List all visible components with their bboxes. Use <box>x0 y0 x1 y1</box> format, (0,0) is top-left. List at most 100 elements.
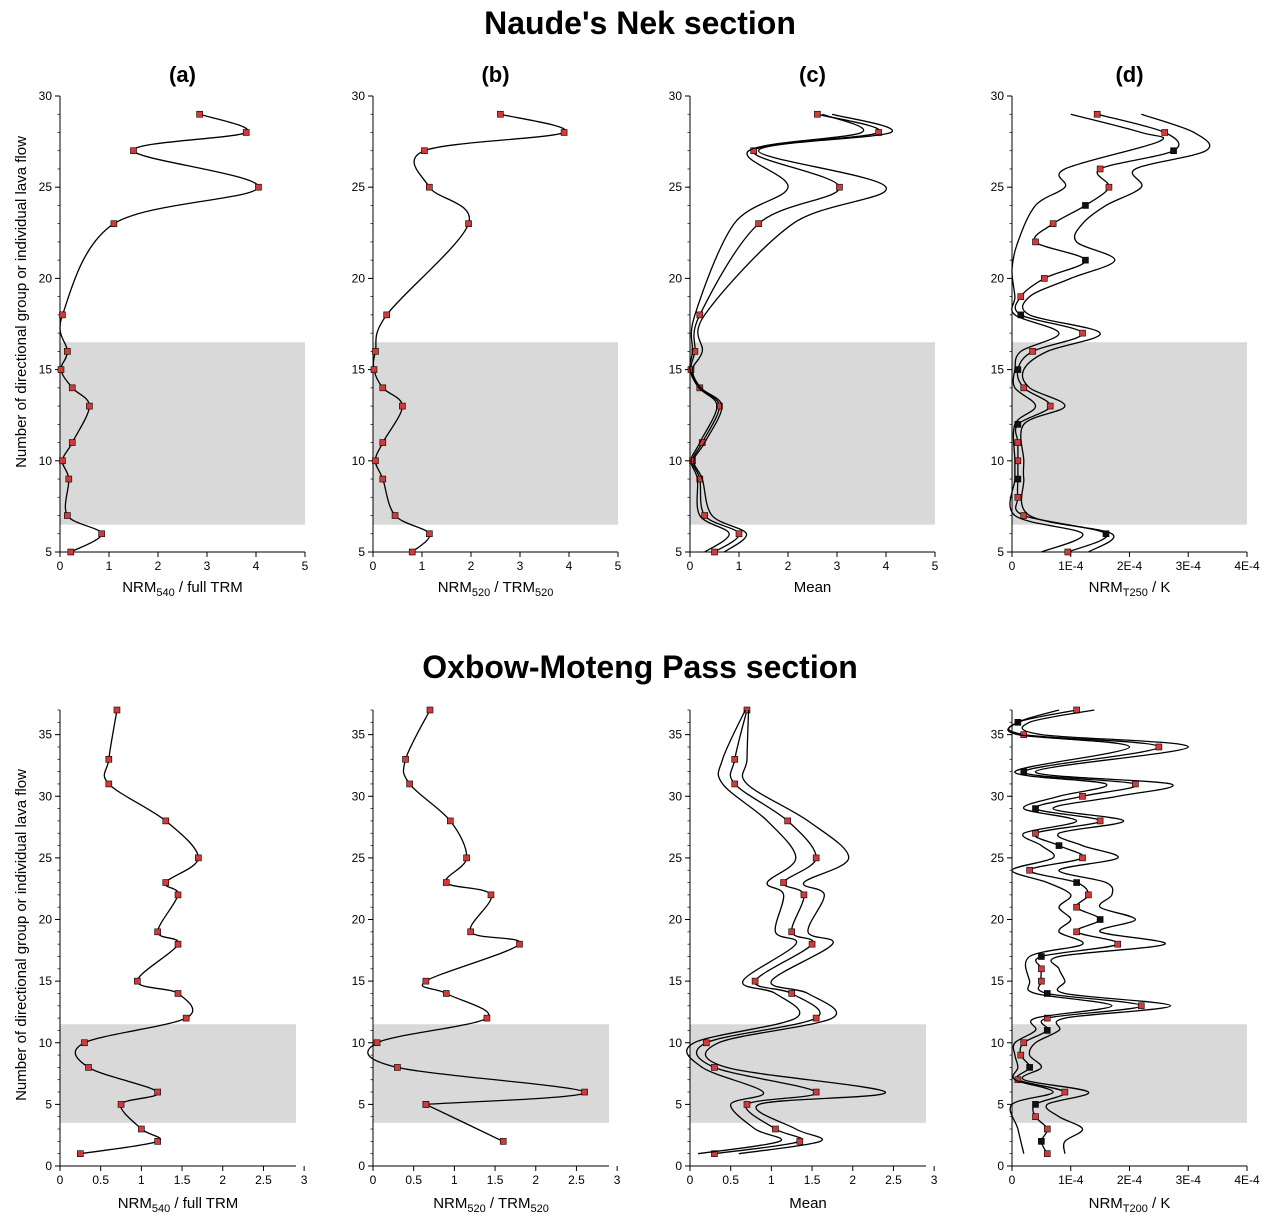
y-tick-label: 20 <box>39 271 53 285</box>
y-tick-label: 30 <box>669 89 683 103</box>
y-tick-label: 30 <box>39 789 53 803</box>
data-point <box>1038 977 1045 985</box>
data-point <box>373 1039 381 1047</box>
data-point <box>1137 1002 1145 1010</box>
data-point <box>1170 147 1177 155</box>
data-point <box>702 1039 710 1047</box>
data-point <box>85 1064 92 1071</box>
data-point <box>750 147 758 155</box>
shaded-interval <box>60 1024 296 1123</box>
data-point <box>751 977 759 985</box>
y-tick-label: 20 <box>352 271 366 285</box>
data-point <box>1082 202 1089 209</box>
data-point <box>134 977 141 985</box>
data-point <box>64 348 71 355</box>
data-point <box>1014 366 1022 373</box>
x-tick-label: 3 <box>614 1173 621 1187</box>
series-line-bound <box>689 113 865 553</box>
y-tick-label: 20 <box>991 913 1005 927</box>
x-tick-label: 1.5 <box>804 1173 821 1187</box>
y-tick-label: 10 <box>991 1036 1005 1050</box>
data-point <box>1043 990 1051 997</box>
data-point <box>372 348 379 355</box>
data-point <box>1114 940 1122 948</box>
x-axis-title: NRMT250 / K <box>1089 579 1171 599</box>
x-tick-label: 3 <box>834 559 841 573</box>
series-line-bound <box>704 709 886 1155</box>
y-tick-label: 5 <box>45 545 52 559</box>
x-tick-label: 1 <box>138 1173 145 1187</box>
data-point <box>113 706 121 714</box>
y-tick-label: 35 <box>991 728 1005 742</box>
data-point <box>735 530 743 538</box>
data-point <box>1096 916 1104 923</box>
data-point <box>581 1088 588 1096</box>
data-point <box>255 183 262 191</box>
x-tick-label: 1 <box>106 559 113 573</box>
x-tick-label: 5 <box>302 559 309 573</box>
section-title-naudes-nek: Naude's Nek section <box>484 5 796 41</box>
data-point <box>465 220 472 227</box>
data-point <box>1014 439 1022 446</box>
x-axis-title-rest: / full TRM <box>175 579 243 596</box>
x-tick-label: 0.5 <box>92 1173 109 1187</box>
x-tick-label: 2 <box>785 559 792 573</box>
data-point <box>499 1138 507 1145</box>
data-point <box>1017 293 1025 300</box>
y-tick-label: 0 <box>675 1159 682 1173</box>
data-point <box>426 530 433 538</box>
data-point <box>696 311 704 319</box>
panel-r0-c2: (c) 5 10 15 20 25 30 0 1 2 3 4 5 Mean <box>669 62 939 596</box>
shaded-interval <box>1012 342 1247 525</box>
x-tick-label: 0 <box>1009 1173 1016 1187</box>
x-axis-title-sub: 540 <box>156 587 174 599</box>
data-point <box>138 1125 145 1133</box>
y-axis-label-top: Number of directional group or individua… <box>13 136 30 468</box>
y-tick-label: 30 <box>352 89 366 103</box>
data-point <box>1049 220 1057 227</box>
data-point <box>174 990 182 997</box>
data-point <box>59 457 66 465</box>
data-point <box>1032 238 1039 246</box>
data-point <box>110 220 118 227</box>
x-tick-label: 1 <box>768 1173 775 1187</box>
x-tick-label: 1E-4 <box>1058 559 1084 573</box>
data-point <box>174 940 182 948</box>
x-tick-label: 0.5 <box>722 1173 739 1187</box>
x-axis-title: NRM540 / full TRM <box>118 1195 239 1215</box>
y-tick-label: 10 <box>352 1036 366 1050</box>
y-tick-label: 10 <box>39 1036 53 1050</box>
y-tick-label: 25 <box>39 180 53 194</box>
x-axis-title-main: Mean <box>789 1195 827 1212</box>
y-tick-label: 30 <box>39 89 53 103</box>
y-tick-label: 20 <box>669 271 683 285</box>
data-point <box>1064 548 1072 556</box>
data-point <box>117 1101 125 1108</box>
data-point <box>1014 493 1022 501</box>
x-tick-label: 0 <box>57 1173 64 1187</box>
x-tick-label: 2 <box>155 559 162 573</box>
y-tick-label: 10 <box>991 454 1005 468</box>
shaded-interval <box>690 1024 926 1123</box>
data-point <box>812 1088 820 1096</box>
data-point <box>422 977 430 985</box>
data-point <box>1105 183 1113 191</box>
x-tick-label: 0 <box>57 559 64 573</box>
data-point <box>182 1014 190 1022</box>
data-point <box>1041 275 1048 282</box>
data-point <box>442 879 450 886</box>
data-point <box>1032 805 1039 812</box>
data-point <box>1073 903 1080 911</box>
data-point <box>64 512 71 519</box>
data-point <box>1093 110 1101 118</box>
y-tick-label: 5 <box>358 545 365 559</box>
panel-r0-c0: (a) 5 10 15 20 25 30 0 1 2 3 4 5 NRM540 / full TRM <box>39 62 309 599</box>
x-axis-title: NRM540 / full TRM <box>122 579 243 599</box>
data-point <box>1079 329 1086 337</box>
data-point <box>154 928 161 936</box>
data-point <box>1014 457 1022 465</box>
data-point <box>399 402 406 410</box>
data-point <box>98 530 105 538</box>
